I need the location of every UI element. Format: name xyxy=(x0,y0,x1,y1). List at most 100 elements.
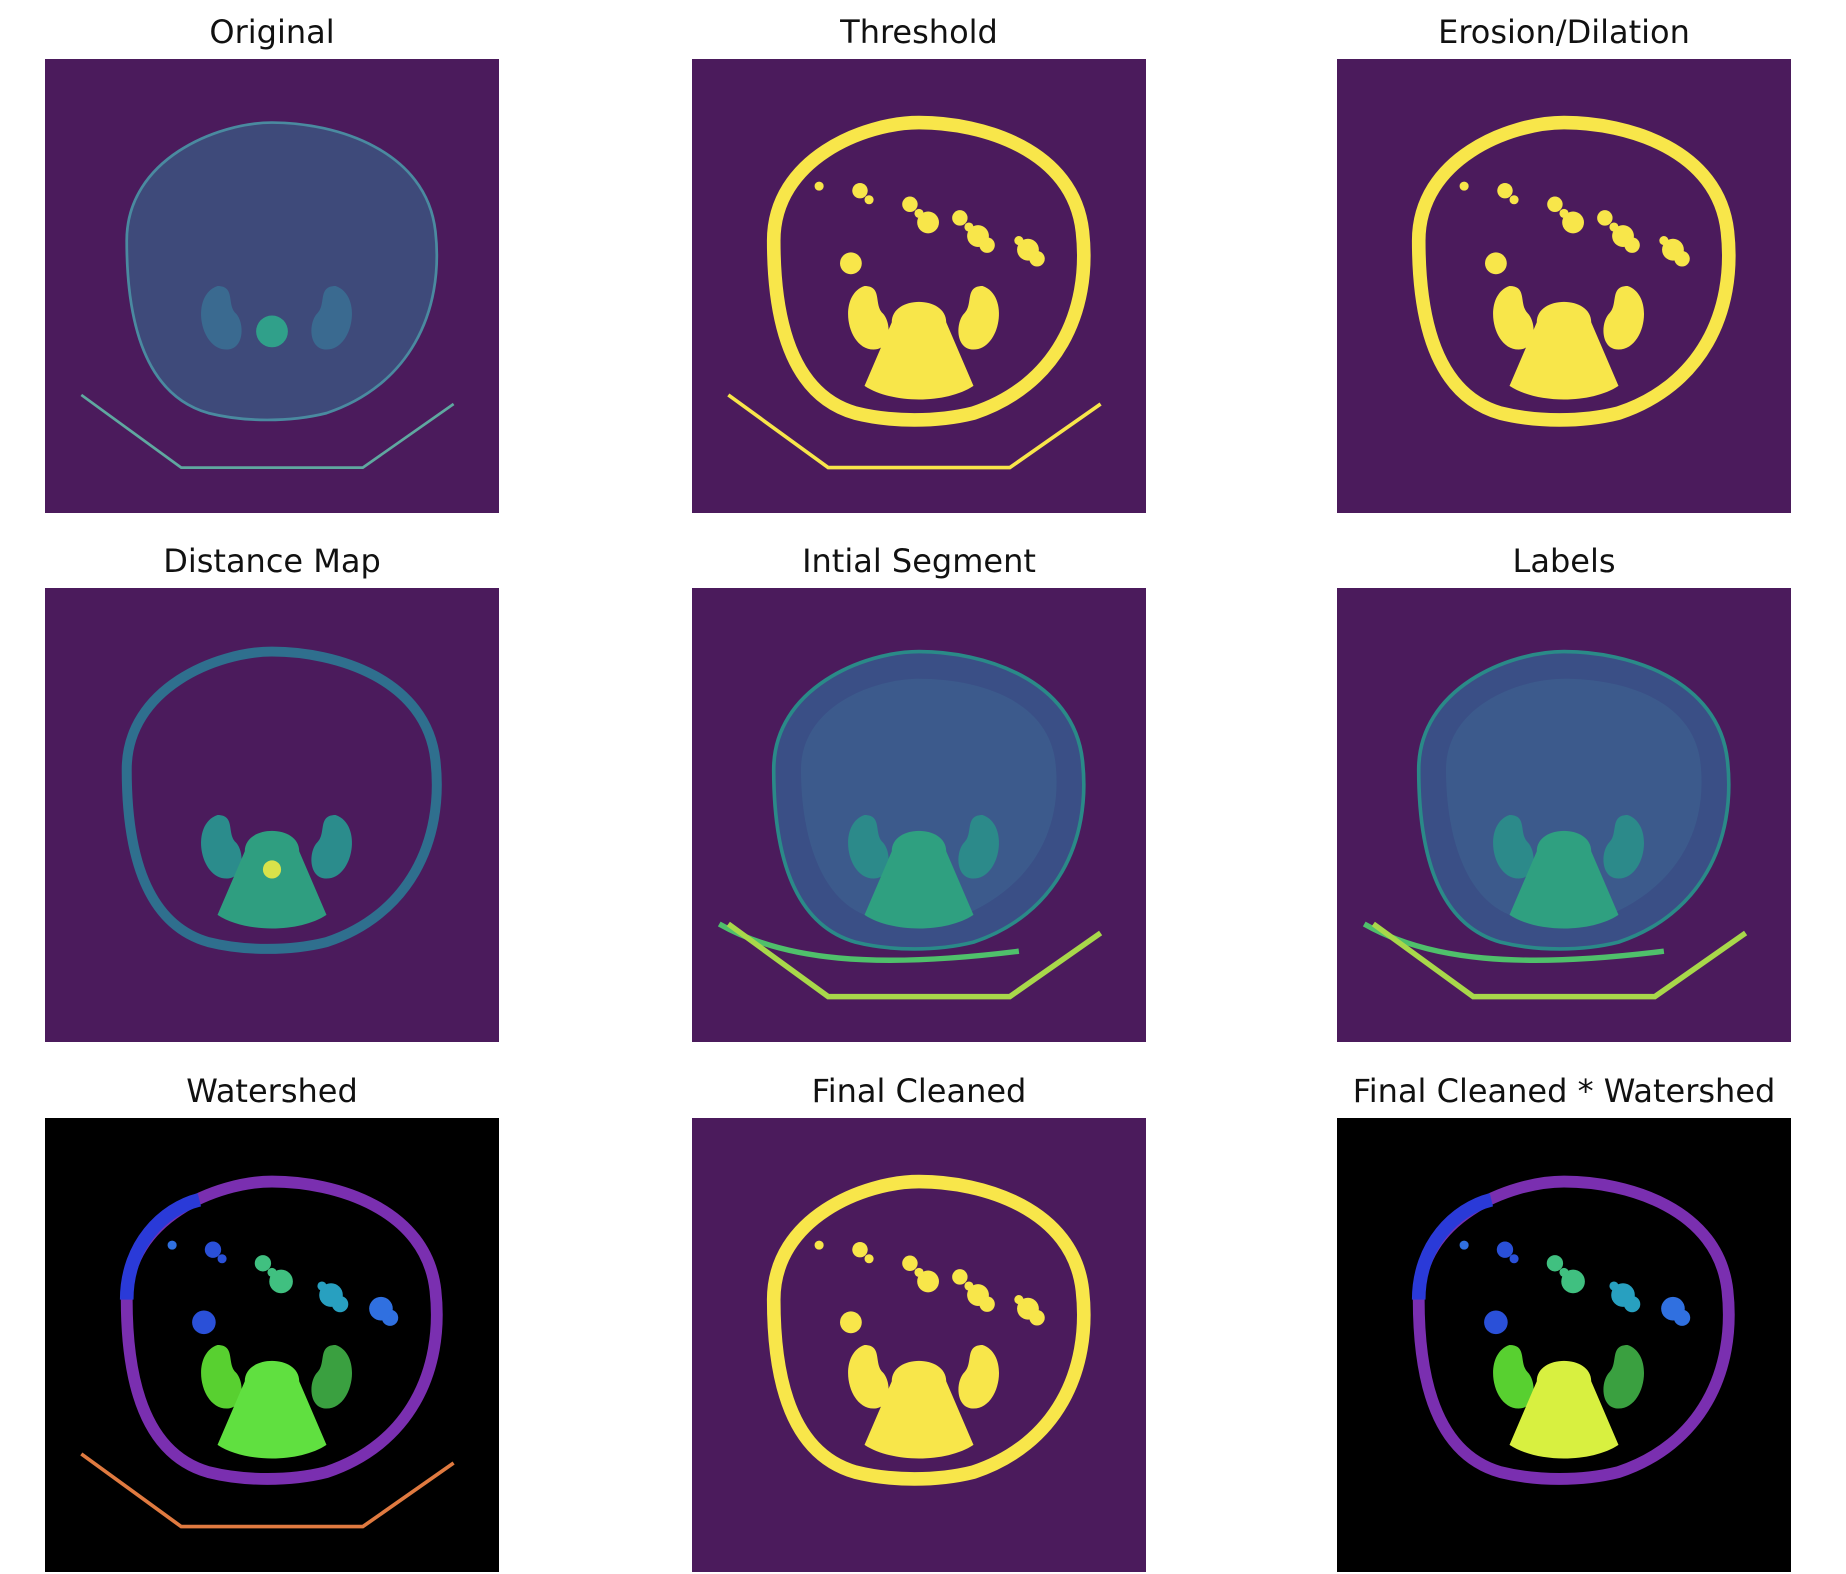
bowel-blob xyxy=(914,208,924,218)
spine-region xyxy=(864,301,974,400)
segment-blob xyxy=(369,1296,393,1321)
initial-segment-image xyxy=(692,588,1146,1042)
body-ring xyxy=(121,646,442,954)
segment-blob xyxy=(1661,1296,1685,1321)
bowel-blob xyxy=(967,1284,989,1306)
table xyxy=(727,393,1102,470)
bowel-blob xyxy=(967,225,989,247)
background xyxy=(1337,59,1791,513)
panel-title: Watershed xyxy=(186,1072,358,1110)
kidney-left xyxy=(201,815,242,879)
bowel-blob xyxy=(852,182,868,199)
segment-blob xyxy=(167,1240,177,1250)
bowel-blob xyxy=(1017,238,1039,261)
bowel-blob xyxy=(1609,222,1619,232)
body-ring xyxy=(1411,115,1736,427)
body-ring xyxy=(1412,1175,1735,1485)
watershed-image xyxy=(45,1118,499,1572)
kidney-right xyxy=(1603,286,1645,350)
bowel-blob xyxy=(1509,195,1519,205)
kidney-left xyxy=(848,815,889,879)
panel-title: Intial Segment xyxy=(802,542,1036,580)
bowel-blob xyxy=(902,1255,918,1271)
kidney-right xyxy=(1603,1345,1645,1409)
bowel-blob xyxy=(917,1270,939,1293)
spine-region xyxy=(864,830,974,929)
background xyxy=(692,59,1146,513)
original-image xyxy=(45,59,499,513)
spine-region xyxy=(1509,830,1619,929)
bowel-blob xyxy=(1597,210,1613,226)
kidney-right xyxy=(1603,815,1645,879)
segment-blob xyxy=(317,1281,327,1291)
bowel-blob xyxy=(1612,225,1634,247)
body-ring xyxy=(766,1174,1091,1486)
body-ring xyxy=(120,1175,443,1485)
table xyxy=(726,921,1103,1000)
body-outline xyxy=(125,121,439,422)
distance-peak xyxy=(262,860,282,879)
final-cleaned-watershed-image xyxy=(1337,1118,1791,1572)
segment-blob xyxy=(217,1254,227,1264)
bowel-blob xyxy=(814,1240,824,1250)
kidney-right xyxy=(958,286,1000,350)
kidney-right xyxy=(311,1345,353,1409)
bowel-blob xyxy=(964,1281,974,1291)
spine-region xyxy=(217,1360,327,1459)
segment-blob xyxy=(192,1310,216,1335)
background xyxy=(45,588,499,1042)
segment-blob xyxy=(1509,1254,1519,1264)
table xyxy=(1371,921,1748,1000)
bowel-blob xyxy=(840,252,862,275)
left-wall xyxy=(119,1193,202,1300)
background xyxy=(692,1118,1146,1572)
bowel-blob xyxy=(864,195,874,205)
segment-blob xyxy=(1496,1241,1514,1258)
bowel-blob xyxy=(1014,236,1024,246)
body-ring xyxy=(766,115,1091,427)
bowel-blob xyxy=(964,222,974,232)
bowel-blob xyxy=(917,211,939,234)
segment-blob xyxy=(1546,1255,1564,1272)
bowel-blob xyxy=(914,1267,924,1277)
bowel-blob xyxy=(1559,208,1569,218)
bowel-blob xyxy=(1562,211,1584,234)
left-wall xyxy=(1411,1193,1494,1300)
panel-title: Final Cleaned xyxy=(811,1072,1027,1110)
erosion-dilation-image xyxy=(1337,59,1791,513)
segment-blob xyxy=(1459,1240,1469,1250)
segment-blob xyxy=(267,1267,277,1277)
panel-title: Original xyxy=(209,13,335,51)
bowel-blob xyxy=(1547,196,1563,212)
panel-title: Threshold xyxy=(840,13,998,51)
bowel-blob xyxy=(1014,1295,1024,1305)
bowel-blob xyxy=(1459,181,1469,191)
kidney-left xyxy=(201,286,242,350)
panel-title: Labels xyxy=(1512,542,1616,580)
threshold-image xyxy=(692,59,1146,513)
kidney-right xyxy=(311,286,353,350)
spine-region xyxy=(217,830,327,929)
bowel-blob xyxy=(1017,1297,1039,1320)
background xyxy=(1337,1118,1791,1572)
kidney-right xyxy=(958,815,1000,879)
segment-blob xyxy=(1609,1281,1619,1291)
kidney-left xyxy=(1493,1345,1534,1409)
bowel-blob xyxy=(864,1254,874,1264)
kidney-right xyxy=(311,815,353,879)
segment-blob xyxy=(1559,1267,1569,1277)
bowel-blob xyxy=(1659,236,1669,246)
bowel-blob xyxy=(840,1311,862,1334)
kidney-left xyxy=(1493,286,1534,350)
final-cleaned-image xyxy=(692,1118,1146,1572)
bowel-blob xyxy=(814,181,824,191)
distance-map-image xyxy=(45,588,499,1042)
bowel-blob xyxy=(1662,238,1684,261)
bowel-blob xyxy=(1497,182,1513,199)
kidney-left xyxy=(848,1345,889,1409)
panel-title: Distance Map xyxy=(163,542,381,580)
spine-region xyxy=(864,1360,974,1459)
kidney-left xyxy=(201,1345,242,1409)
spine-region xyxy=(1509,301,1619,400)
bowel-blob xyxy=(902,196,918,212)
